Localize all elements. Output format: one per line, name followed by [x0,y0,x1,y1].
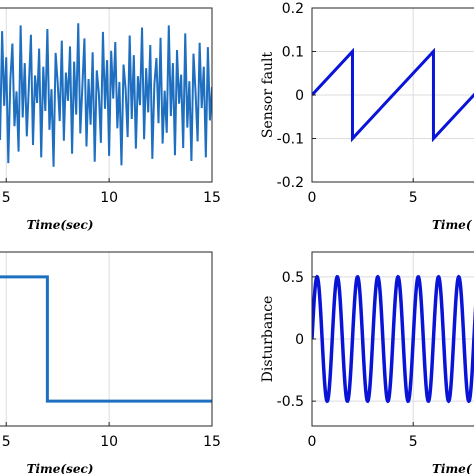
x-axis-label: Time( [432,462,473,474]
y-axis-label: Disturbance [260,296,276,383]
x-tick-label: 0 [308,434,317,450]
x-tick-label: 15 [203,434,221,450]
y-tick-label: 0.1 [282,45,304,61]
subplot-1: 5 10 15 Time(sec) [0,7,221,232]
series-line-1 [0,23,212,167]
y-tick-label: -0.5 [277,394,304,410]
axes-frame [0,251,213,427]
y-tick-label: 0 [295,332,304,348]
x-axis-label: Time( [432,218,473,232]
subplot-4: 0 5 -0.5 0 0.5 Time( Disturbance [260,251,474,474]
x-tick-label: 10 [100,434,118,450]
y-axis-label: Sensor fault [260,51,276,138]
x-axis-label: Time(sec) [27,462,94,474]
x-tick-label: 5 [2,434,11,450]
y-tick-label: 0.2 [282,1,304,17]
x-tick-label: 0 [308,190,317,206]
x-tick-label: 15 [203,190,221,206]
y-tick-label: 0.5 [282,270,304,286]
y-tick-label: -0.2 [277,175,304,191]
x-axis-label: Time(sec) [27,218,94,232]
x-tick-label: 10 [100,190,118,206]
x-tick-label: 5 [409,190,418,206]
series-line-1 [312,274,474,404]
y-tick-label: 0 [295,88,304,104]
series-line-1 [312,47,474,143]
series-line-1 [0,275,212,403]
x-tick-label: 5 [2,190,11,206]
x-tick-label: 5 [409,434,418,450]
subplot-3: 5 10 15 Time(sec) [0,251,221,474]
axes-frame [0,7,213,183]
y-tick-label: -0.1 [277,132,304,148]
subplot-2: 0 5 -0.2 -0.1 0 0.1 0.2 Time( Sensor fault [260,1,474,232]
